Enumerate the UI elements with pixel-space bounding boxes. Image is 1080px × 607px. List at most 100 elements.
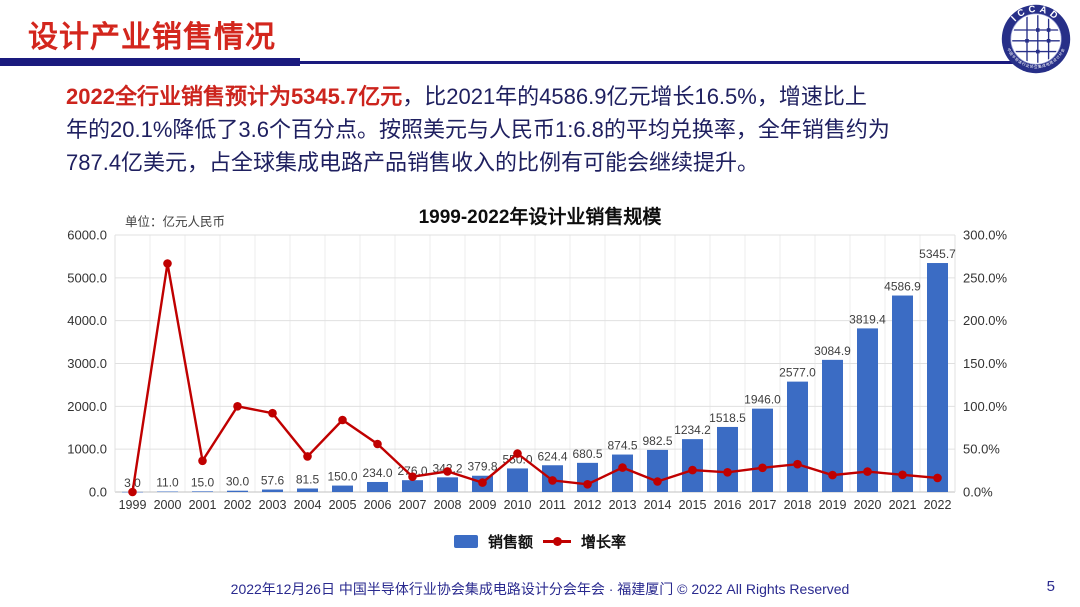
x-tick-2017: 2017 — [749, 498, 777, 512]
bar-2005 — [332, 485, 353, 492]
bar-2003 — [262, 489, 283, 492]
logo-grid-nodes — [1025, 28, 1051, 54]
x-tick-2015: 2015 — [679, 498, 707, 512]
bar-label-2022: 5345.7 — [919, 247, 956, 261]
bar-2018 — [787, 381, 808, 492]
bar-label-2011: 624.4 — [537, 449, 567, 463]
growth-marker-2007 — [408, 472, 417, 481]
y-left-tick: 1000.0 — [67, 442, 107, 457]
x-tick-2011: 2011 — [539, 498, 566, 512]
growth-marker-2011 — [548, 476, 557, 485]
x-tick-2009: 2009 — [469, 498, 497, 512]
chart-unit-label: 单位：亿元人民币 — [125, 215, 226, 229]
x-tick-2018: 2018 — [784, 498, 812, 512]
legend-line-swatch-icon — [543, 537, 571, 546]
growth-marker-2001 — [198, 456, 207, 466]
growth-marker-2017 — [758, 463, 767, 473]
growth-line — [131, 263, 938, 493]
title-rule-thin — [300, 61, 1030, 64]
chart-title: 1999-2022年设计业销售规模 — [418, 207, 662, 228]
bar-2000 — [157, 491, 178, 493]
highlight-text: 2022全行业销售预计为5345.7亿元 — [66, 84, 403, 109]
bar-label-2006: 234.0 — [362, 466, 392, 480]
bar-label-2004: 81.5 — [296, 473, 320, 487]
y-right-tick: 300.0% — [963, 228, 1008, 243]
bar-label-2010: 550.0 — [502, 452, 532, 466]
bar-label-2015: 1234.2 — [674, 423, 711, 437]
growth-marker-2003 — [268, 408, 277, 418]
y-left-tick: 4000.0 — [67, 313, 107, 328]
paragraph-text-1: ，比2021年的4586.9亿元增长16.5%，增速比上 — [402, 84, 867, 109]
x-tick-1999: 1999 — [119, 498, 147, 512]
x-tick-2012: 2012 — [574, 498, 602, 512]
x-tick-2021: 2021 — [889, 498, 917, 512]
bar-2010 — [507, 468, 528, 492]
bar-2021 — [892, 295, 913, 492]
growth-marker-2002 — [233, 402, 242, 411]
x-tick-2016: 2016 — [714, 498, 742, 512]
sales-combo-chart: 0.0 1000.0 2000.0 3000.0 4000.0 5000.0 6000.0 0… — [67, 228, 1008, 513]
y-right-tick: 0.0% — [963, 485, 993, 500]
growth-marker-2000 — [163, 259, 172, 268]
y-right-tick: 50.0% — [963, 442, 1000, 457]
y-left-tick: 5000.0 — [67, 270, 107, 285]
x-tick-2003: 2003 — [259, 498, 287, 512]
legend-label-sales: 销售额 — [487, 534, 533, 551]
y-left-tick: 3000.0 — [67, 356, 107, 371]
growth-marker-2009 — [478, 478, 487, 487]
x-tick-2001: 2001 — [189, 498, 217, 512]
bar-label-2002: 30.0 — [226, 475, 250, 489]
bar-2016 — [717, 426, 738, 492]
bar-2004 — [297, 488, 318, 492]
x-tick-2019: 2019 — [819, 498, 847, 512]
bar-label-2014: 982.5 — [642, 434, 672, 448]
growth-marker-2022 — [933, 473, 942, 483]
growth-marker-2013 — [618, 463, 627, 472]
growth-marker-1999 — [128, 487, 137, 497]
y-right-tick: 100.0% — [963, 399, 1008, 414]
y-left-tick: 2000.0 — [67, 399, 107, 414]
growth-marker-2014 — [653, 477, 662, 486]
x-tick-2008: 2008 — [434, 498, 462, 512]
bar-label-2019: 3084.9 — [814, 344, 851, 358]
bar-label-2021: 4586.9 — [884, 280, 921, 294]
growth-marker-2020 — [863, 467, 872, 476]
bar-2001 — [192, 491, 213, 492]
x-tick-2006: 2006 — [364, 498, 392, 512]
bar-2013 — [612, 454, 633, 492]
growth-marker-2015 — [688, 465, 697, 475]
page-number: 5 — [1046, 578, 1055, 595]
paragraph-line-3: 787.4亿美元，占全球集成电路产品销售收入的比例有可能会继续提升。 — [66, 150, 760, 175]
x-tick-2014: 2014 — [644, 498, 672, 512]
iccad-logo-icon: ICCAD 中国半导体行业协会集成电路设计分会 — [1001, 4, 1071, 74]
y-right-tick: 200.0% — [963, 313, 1008, 328]
bar-2022 — [927, 263, 948, 492]
y-left-tick: 6000.0 — [67, 228, 107, 243]
growth-marker-2012 — [583, 480, 592, 489]
bar-label-2009: 379.8 — [467, 460, 497, 474]
legend-label-growth: 增长率 — [581, 534, 627, 551]
growth-marker-2018 — [793, 459, 802, 469]
growth-marker-2004 — [303, 452, 312, 461]
bar-2002 — [227, 490, 248, 492]
bar-label-2003: 57.6 — [261, 474, 285, 488]
growth-marker-2019 — [828, 470, 837, 480]
growth-marker-2008 — [443, 467, 452, 476]
bar-label-2013: 874.5 — [607, 439, 637, 453]
footer-text: 2022年12月26日 中国半导体行业协会集成电路设计分会年会 · 福建厦门 ©… — [230, 581, 850, 597]
bar-label-2000: 11.0 — [156, 476, 179, 490]
x-tick-2004: 2004 — [294, 498, 322, 512]
chart-legend: 销售额 增长率 — [0, 531, 1080, 552]
bar-label-2017: 1946.0 — [744, 393, 781, 407]
bar-2017 — [752, 408, 773, 492]
growth-marker-2010 — [513, 449, 522, 458]
growth-marker-2021 — [898, 470, 907, 480]
y-right-tick: 150.0% — [963, 356, 1008, 371]
y-left-tick: 0.0 — [89, 485, 107, 500]
paragraph-line-1: 2022全行业销售预计为5345.7亿元，比2021年的4586.9亿元增长16… — [66, 80, 1026, 113]
bar-2020 — [857, 328, 878, 492]
x-tick-2000: 2000 — [154, 498, 182, 512]
bar-label-2016: 1518.5 — [709, 411, 746, 425]
x-tick-2020: 2020 — [854, 498, 882, 512]
